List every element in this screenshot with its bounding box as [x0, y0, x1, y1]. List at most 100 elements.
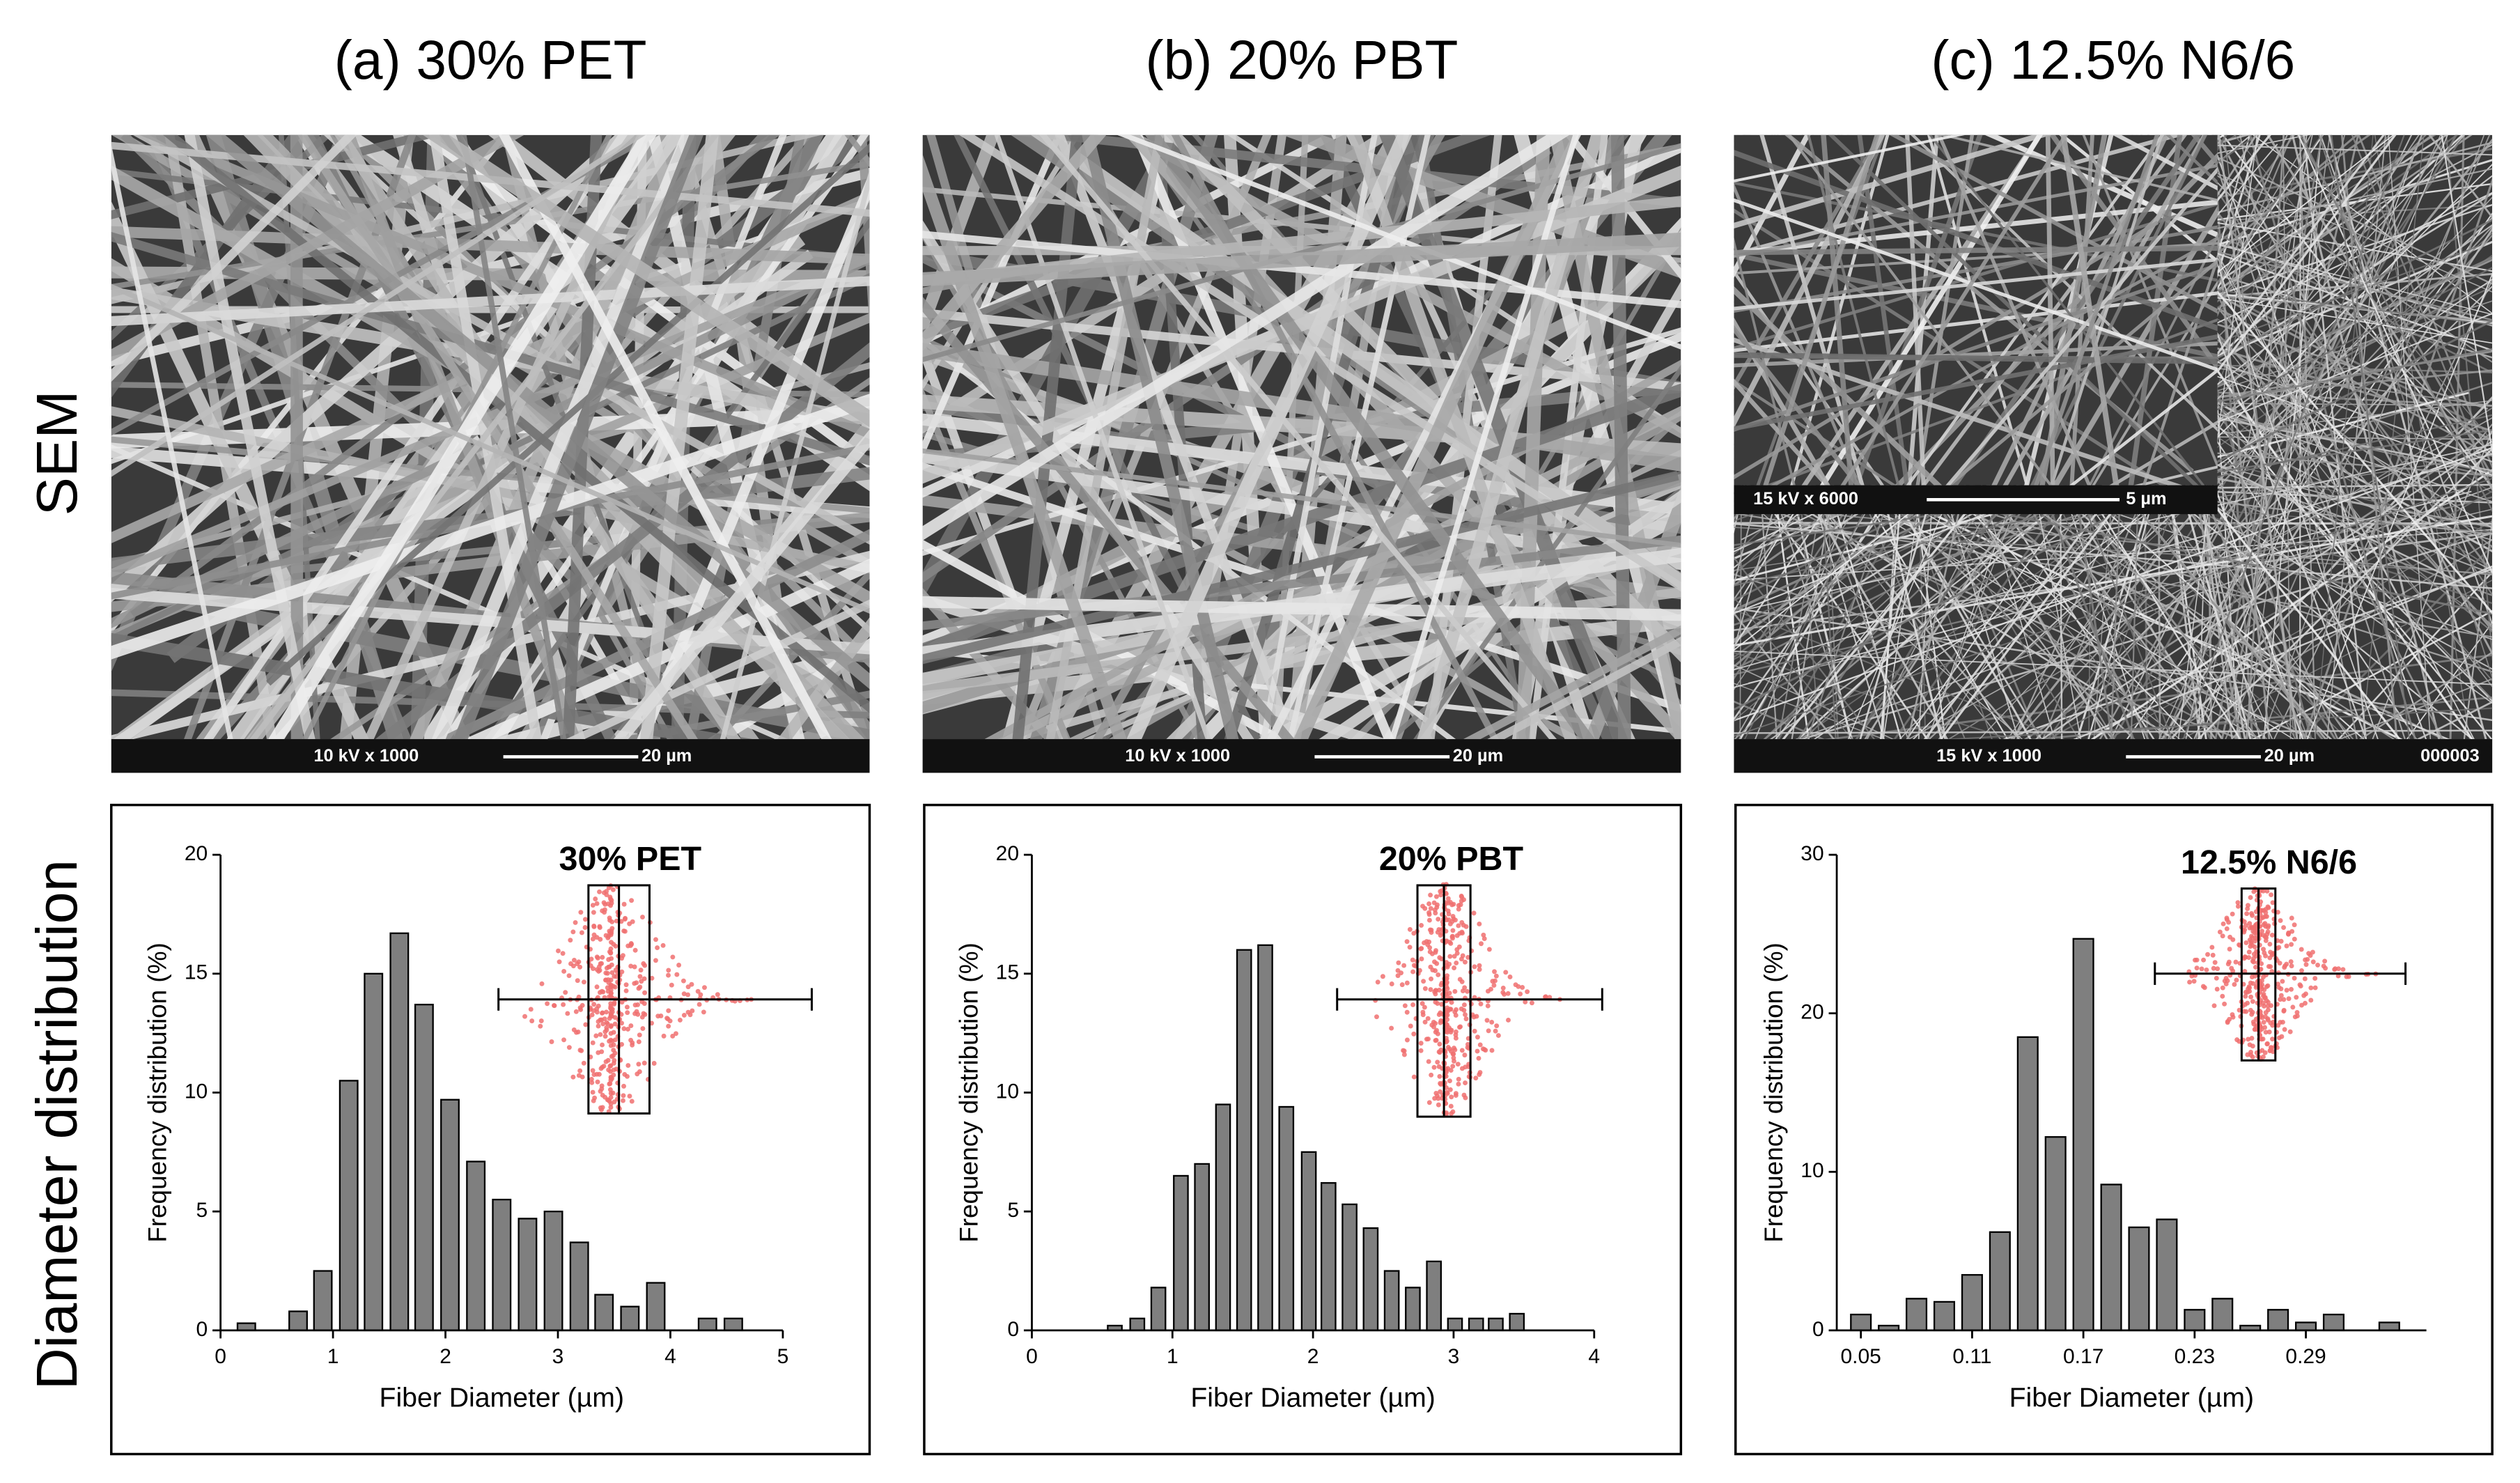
inset-dot [607, 1087, 613, 1092]
fiber [111, 201, 369, 740]
x-tick-label: 2 [1307, 1345, 1319, 1368]
fiber [1260, 134, 1378, 740]
inset-dot [1422, 1019, 1428, 1025]
fiber [111, 134, 822, 304]
inset-dot [628, 1037, 634, 1043]
fiber [1763, 134, 2391, 740]
bar [288, 1310, 308, 1332]
inset-dot [605, 985, 610, 991]
inset-dot [2251, 952, 2257, 957]
inset-dot [1396, 960, 1401, 965]
inset-dot [2303, 962, 2309, 968]
bar [1447, 1317, 1463, 1332]
fiber [922, 220, 1254, 740]
inset-dot [603, 977, 608, 983]
fiber [429, 134, 542, 740]
inset-dot [2223, 981, 2229, 987]
fiber [1734, 527, 2493, 575]
scale-text: 20 µm [2264, 746, 2315, 766]
fiber [1734, 607, 2493, 722]
inset-dot [1462, 985, 1468, 991]
inset-dot [1452, 965, 1457, 970]
fiber [453, 134, 703, 740]
bar [1961, 1274, 1983, 1332]
bar [2378, 1321, 2400, 1332]
fiber [922, 134, 1570, 541]
inset-dot [2263, 1010, 2269, 1016]
inset-dot [614, 974, 619, 979]
inset-dot [1417, 968, 1422, 973]
inset-dot [2201, 957, 2207, 963]
inset-dot [1428, 964, 1433, 970]
inset-dot [623, 988, 629, 993]
inset-dot [600, 1092, 605, 1098]
inset-dot [1426, 1059, 1431, 1064]
fiber [1734, 729, 2493, 734]
fiber [2197, 447, 2493, 740]
inset-dot [2232, 981, 2237, 987]
fiber [488, 134, 870, 429]
fiber [437, 529, 870, 740]
inset-dot [1477, 967, 1482, 972]
inset-dot [591, 910, 596, 915]
inset-dot [1450, 928, 1456, 933]
fiber [1734, 432, 2493, 673]
y-tick-label: 5 [1007, 1199, 1019, 1222]
inset-dot [2246, 984, 2252, 989]
fiber [984, 359, 1681, 740]
inset-dot [2278, 918, 2283, 923]
inset-dot [666, 972, 671, 978]
fiber [1928, 134, 2205, 486]
fiber [1819, 134, 2043, 486]
inset-dot [2245, 906, 2250, 912]
fiber [2035, 285, 2493, 740]
inset-dot [2303, 957, 2308, 963]
fiber [1907, 417, 2493, 740]
inset-dot [1447, 1087, 1453, 1092]
inset-dot [1429, 1072, 1434, 1078]
fiber [2216, 134, 2493, 656]
inset-dot [2260, 1054, 2266, 1059]
inset-dot [1407, 926, 1413, 932]
fiber [111, 276, 870, 327]
inset-dot [1456, 1076, 1461, 1082]
inset-dot [1426, 910, 1432, 915]
inset-dot [680, 978, 686, 984]
fiber [611, 690, 870, 740]
inset-dot [1433, 949, 1438, 955]
inset-dot [1459, 1006, 1464, 1011]
inset-dot [2261, 947, 2266, 952]
inset-dot [614, 918, 619, 924]
inset-dot [661, 1033, 667, 1039]
inset-dot [1520, 985, 1525, 990]
inset-dot [1428, 987, 1433, 993]
fiber [2221, 134, 2493, 490]
fiber [2299, 134, 2317, 740]
fiber [1734, 529, 2493, 581]
inset-dot [600, 954, 605, 960]
fiber [1734, 391, 2469, 582]
fiber [1906, 134, 2165, 486]
bar [1257, 944, 1273, 1332]
fiber [922, 154, 1127, 740]
fiber [2010, 138, 2493, 740]
inset-dot [2261, 1000, 2266, 1006]
inset-dot [630, 919, 635, 924]
inset-dot [637, 974, 643, 979]
inset-dot [2282, 1027, 2287, 1032]
inset-dot [578, 910, 584, 915]
inset-dot [1459, 919, 1465, 925]
fiber [1734, 198, 2218, 372]
fiber [676, 134, 870, 740]
inset-dot [1481, 1047, 1487, 1053]
inset-dot [2278, 938, 2284, 944]
chart-frame [1734, 803, 2494, 1456]
inset-dot [2251, 956, 2256, 961]
fiber [1293, 134, 1578, 740]
fiber [1487, 636, 1681, 740]
row-label: SEM [24, 391, 89, 516]
inset-dot [1429, 930, 1434, 935]
fiber [2246, 134, 2285, 740]
fiber [640, 134, 719, 740]
inset-dot [1458, 1024, 1463, 1030]
